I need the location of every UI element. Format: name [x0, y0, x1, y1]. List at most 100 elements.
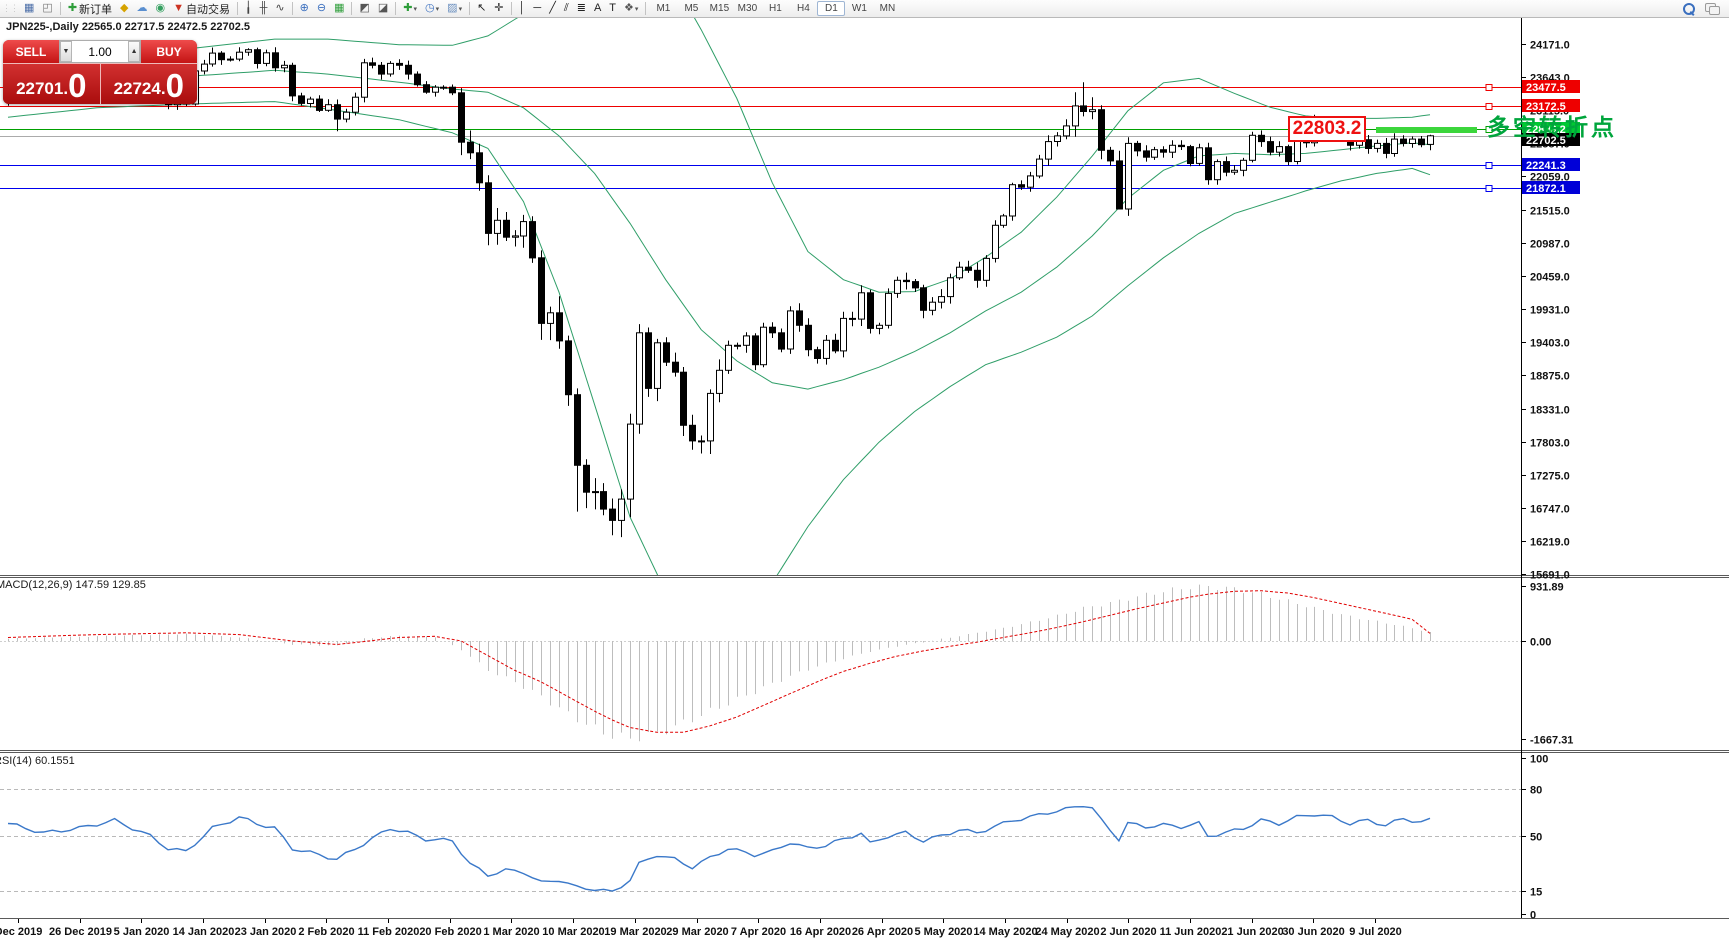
zoom-in-icon[interactable]: ⊕	[297, 1, 312, 16]
date-tick: 1 Mar 2020	[483, 926, 539, 938]
text-icon[interactable]: A	[591, 1, 604, 16]
navigator-icon[interactable]: ◉	[153, 1, 169, 16]
macd-tick: 931.89	[1530, 582, 1564, 594]
horizontal-line-icon-glyph: ─	[533, 2, 542, 14]
volume-down-button[interactable]: ▼	[60, 41, 72, 62]
date-tick: 7 Apr 2020	[731, 926, 786, 938]
hline-handle[interactable]	[1485, 103, 1493, 110]
thick-green-level-bar[interactable]	[1376, 127, 1477, 133]
template-dropdown[interactable]: ▨ ▾	[444, 1, 465, 16]
candlestick-chart-icon[interactable]: ╽	[242, 1, 255, 16]
buy-button[interactable]: BUY	[141, 40, 197, 63]
templates-icon[interactable]: ◪	[375, 1, 391, 16]
date-tick: 2 Jun 2020	[1100, 926, 1156, 938]
bar-chart-icon[interactable]: ╫	[257, 1, 271, 16]
timeframe-m30[interactable]: M30	[737, 3, 758, 14]
hline-handle[interactable]	[1485, 126, 1493, 133]
zoom-out-icon-glyph: ⊖	[316, 2, 327, 14]
timeframe-h4[interactable]: H4	[797, 3, 810, 14]
hline-handle[interactable]	[1485, 84, 1493, 91]
price-badge-23172.5	[1522, 99, 1580, 112]
sell-button[interactable]: SELL	[3, 40, 59, 63]
period-dropdown-arrow[interactable]: ▾	[435, 5, 440, 13]
price-tick: 18331.0	[1530, 405, 1570, 417]
buy-price[interactable]: 22724. 0	[100, 64, 197, 104]
price-tick: 24171.0	[1530, 40, 1570, 52]
cursor-icon[interactable]: ↖	[474, 1, 489, 16]
price-badge-23477.5	[1522, 80, 1580, 93]
profile-icon-glyph: ◰	[42, 2, 53, 14]
one-click-trade-panel: SELL ▼ ▲ BUY 22701.0 22724.0	[3, 40, 197, 104]
turning-point-note[interactable]: 多空转折点	[1487, 114, 1617, 140]
price-tick: 18875.0	[1530, 371, 1570, 383]
toolbar-separator	[351, 2, 353, 15]
timeframe-m5[interactable]: M5	[684, 3, 699, 14]
tile-windows-icon[interactable]: ▦	[331, 1, 347, 16]
candlesticks[interactable]	[5, 47, 1434, 538]
date-tick: 11 Jun 2020	[1160, 926, 1222, 938]
search-icon[interactable]	[1683, 2, 1695, 16]
zoom-out-icon[interactable]: ⊖	[314, 1, 329, 16]
price-tick: 22059.0	[1530, 172, 1570, 184]
chart-window-icon-glyph: ▦	[24, 2, 35, 14]
macd-signal-line	[7, 590, 1431, 733]
sell-price[interactable]: 22701. 0	[3, 64, 101, 104]
fibonacci-icon[interactable]: ≣	[574, 1, 589, 16]
market-watch-icon-glyph: ◆	[120, 2, 129, 14]
timeframe-m1[interactable]: M1	[656, 3, 671, 14]
period-dropdown[interactable]: ◷ ▾	[422, 1, 442, 16]
line-chart-icon[interactable]: ∿	[272, 1, 287, 16]
arrows-dropdown[interactable]: ❖ ▾	[621, 1, 641, 16]
toolbar-separator	[510, 2, 512, 15]
data-window-icon[interactable]: ☁	[134, 1, 151, 16]
price-badge-22803.2	[1522, 122, 1580, 135]
line-chart-icon-glyph: ∿	[275, 2, 285, 14]
templates-icon-glyph: ◪	[377, 2, 389, 14]
vertical-line-icon[interactable]: │	[516, 1, 529, 16]
timeframe-d1[interactable]: D1	[817, 1, 846, 16]
price-tick: 15691.0	[1530, 570, 1570, 582]
text-label-icon-glyph: T	[609, 2, 617, 14]
price-tick: 16219.0	[1530, 537, 1570, 549]
add-indicator-dropdown[interactable]: ✚ ▾	[400, 1, 420, 16]
date-tick: 21 Jun 2020	[1221, 926, 1283, 938]
indicators-icon[interactable]: ◩	[356, 1, 372, 16]
market-watch-icon[interactable]: ◆	[117, 1, 131, 16]
crosshair-icon[interactable]: ✛	[491, 1, 506, 16]
volume-input[interactable]	[71, 41, 129, 62]
price-tick: 16747.0	[1530, 504, 1570, 516]
horizontal-line-icon[interactable]: ─	[530, 1, 544, 16]
new-order-button[interactable]: ✚ 新订单	[65, 1, 115, 16]
toolbar-grip[interactable]: ⋮⋮	[2, 3, 19, 13]
trendline-icon[interactable]: ╱	[546, 1, 559, 16]
timeframe-w1[interactable]: W1	[851, 3, 867, 14]
text-label-icon[interactable]: T	[606, 1, 619, 16]
zoom-in-icon-glyph: ⊕	[299, 2, 309, 14]
timeframe-h1[interactable]: H1	[769, 3, 782, 14]
chat-icon[interactable]	[1705, 3, 1720, 15]
price-level-callout[interactable]: 22803.2	[1288, 116, 1366, 142]
volume-up-button[interactable]: ▲	[128, 41, 140, 62]
auto-trading-button[interactable]: ▼ 自动交易	[170, 1, 233, 16]
template-dropdown-arrow[interactable]: ▾	[458, 5, 463, 13]
profile-icon[interactable]: ◰	[39, 1, 55, 16]
timeframe-mn[interactable]: MN	[879, 3, 896, 14]
auto-trading-button-label: 自动交易	[186, 3, 230, 16]
add-indicator-dropdown-arrow[interactable]: ▾	[413, 5, 418, 13]
sell-price-big-digit: 0	[68, 67, 87, 104]
channel-icon[interactable]: ⫽	[561, 1, 572, 16]
date-tick: 19 Mar 2020	[604, 926, 666, 938]
price-tick: 17275.0	[1530, 471, 1570, 483]
hline-handle[interactable]	[1485, 162, 1493, 169]
price-badge-21872.1	[1522, 181, 1580, 194]
new-order-button-label: 新订单	[79, 3, 113, 16]
indicators-icon-glyph: ◩	[359, 2, 370, 14]
chart-window-icon[interactable]: ▦	[21, 1, 37, 16]
price-tick: 17803.0	[1530, 438, 1570, 450]
arrows-dropdown-arrow[interactable]: ▾	[634, 5, 639, 13]
timeframe-m15[interactable]: M15	[709, 3, 730, 14]
hline-handle[interactable]	[1485, 185, 1493, 192]
arrows-dropdown-glyph: ❖	[624, 2, 634, 14]
add-indicator-dropdown-glyph: ✚	[403, 2, 413, 14]
